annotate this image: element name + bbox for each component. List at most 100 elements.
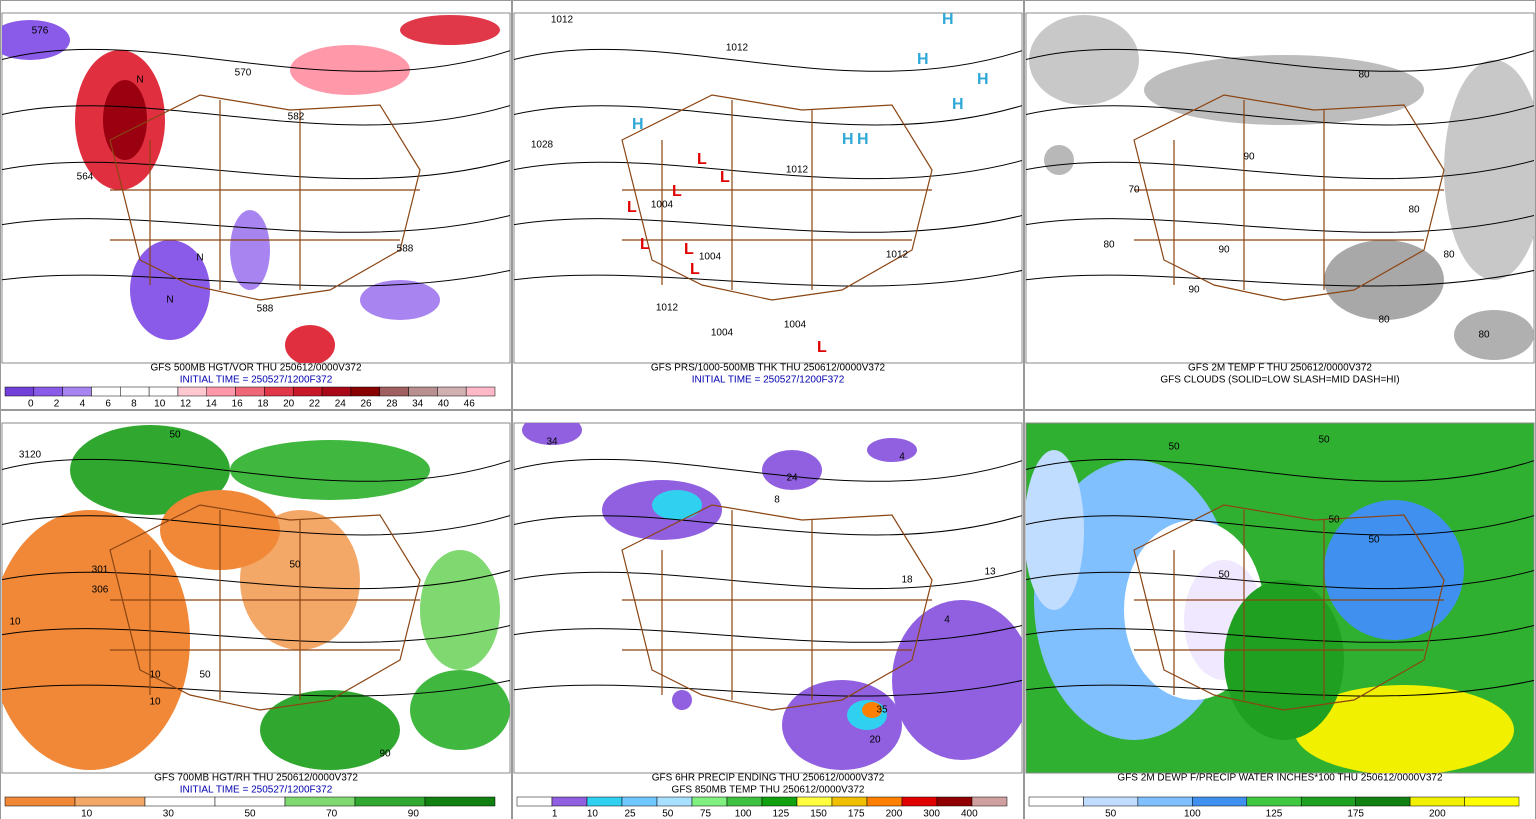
contour: [2, 214, 510, 233]
contour: [1026, 515, 1534, 536]
colorbar-label: 24: [335, 399, 347, 410]
colorbar-swatch: [264, 386, 294, 397]
map-label: 4: [944, 615, 950, 626]
colorbar-label: 8: [131, 399, 137, 410]
contour: [1026, 569, 1534, 590]
map-label: 80: [1378, 315, 1390, 326]
shaded-area: [400, 15, 500, 45]
map-label: 8: [774, 495, 780, 506]
map-label: 582: [288, 112, 305, 123]
colorbar-label: 2: [54, 399, 60, 410]
panel-frame: [512, 0, 1024, 410]
shaded-area: [782, 680, 902, 770]
low-center: L: [690, 261, 700, 278]
shaded-area: [285, 325, 335, 363]
contour: [514, 569, 1022, 590]
map-label: 50: [1318, 435, 1330, 446]
colorbar-swatch: [437, 386, 467, 397]
map: 34 4 8 24 18 13 4 35 20: [514, 423, 1022, 770]
shaded-area: [230, 210, 270, 290]
colorbar-label: 50: [662, 809, 674, 819]
colorbar-swatch: [4, 386, 35, 397]
shaded-area: [230, 440, 430, 500]
shaded-area: [70, 425, 230, 515]
colorbar-label: 14: [206, 399, 218, 410]
shaded-area: [1044, 145, 1074, 175]
panel-title: GFS PRS/1000-500MB THK THU 250612/0000V3…: [651, 363, 886, 374]
colorbar-swatch: [1355, 796, 1411, 807]
colorbar-label: 10: [587, 809, 599, 819]
colorbar-swatch: [516, 796, 553, 807]
map-label: 588: [397, 244, 414, 255]
map-label: 90: [1243, 152, 1255, 163]
colorbar-label: 10: [81, 809, 93, 819]
colorbar-swatch: [1300, 796, 1356, 807]
colorbar-swatch: [321, 386, 352, 397]
colorbar-swatch: [408, 386, 438, 397]
map-label: 10: [9, 617, 21, 628]
colorbar-label: 20: [283, 399, 295, 410]
contour: [1026, 679, 1534, 697]
map-label: 90: [379, 749, 391, 760]
colorbar-swatch: [292, 386, 323, 397]
colorbar-swatch: [206, 386, 236, 397]
colorbar-swatch: [621, 796, 658, 807]
map: 80 70 80 90 90 80 80 80 90 80: [1026, 15, 1534, 360]
colorbar-swatch: [656, 796, 693, 807]
map-label: 24: [786, 473, 798, 484]
low-center: L: [627, 199, 637, 216]
colorbar-swatch: [235, 386, 265, 397]
colorbar-swatch: [120, 386, 150, 397]
panel: 80 70 80 90 90 80 80 80 90 80 GFS 2M TEMP F THU 25…: [1024, 0, 1536, 410]
contour: [2, 458, 510, 482]
colorbar-label: 50: [1105, 809, 1117, 819]
shaded-area: [260, 690, 400, 770]
colorbar-swatch: [1192, 796, 1248, 807]
map-label: 576: [32, 26, 49, 37]
shaded-area: [2, 510, 190, 770]
shaded-area: [762, 450, 822, 490]
contour: [514, 159, 1022, 180]
shaded-area: [2, 20, 70, 60]
low-center: L: [640, 236, 650, 253]
country-border: [1133, 94, 1445, 301]
map-label: 1004: [699, 252, 722, 263]
panel: 50 50 50 50 50 GFS 2M DEWP F/PRECIP WATER INC…: [1024, 410, 1536, 819]
colorbar-swatch: [33, 386, 63, 397]
contour: [514, 105, 1022, 126]
colorbar-swatch: [4, 796, 76, 807]
colorbar-swatch: [214, 796, 286, 807]
contour: [1026, 214, 1534, 233]
map-label: 301: [92, 565, 109, 576]
panel-title: GFS 2M DEWP F/PRECIP WATER INCHES*100 TH…: [1117, 773, 1443, 784]
panel-subtitle: INITIAL TIME = 250527/1200F372: [180, 375, 333, 386]
contour: [2, 569, 510, 590]
contour: [514, 214, 1022, 233]
contour: [514, 48, 1022, 72]
panel-frame: [512, 410, 1024, 819]
shaded-area: [420, 550, 500, 670]
map-label: 80: [1443, 250, 1455, 261]
contour: [2, 515, 510, 536]
map-label: 80: [1358, 70, 1370, 81]
contour: [514, 458, 1022, 482]
colorbar-swatch: [936, 796, 973, 807]
colorbar-label: 175: [848, 809, 865, 819]
shaded-area: [1224, 580, 1344, 740]
map-label: 10: [149, 697, 161, 708]
map-label: 90: [1188, 285, 1200, 296]
colorbar-label: 6: [105, 399, 111, 410]
colorbar-label: 40: [438, 399, 450, 410]
map-label: 20: [869, 735, 881, 746]
contour: [514, 269, 1022, 287]
colorbar-label: 100: [1184, 809, 1201, 819]
country-border: [109, 504, 421, 711]
map-label: 1028: [531, 140, 554, 151]
colorbar-label: 50: [244, 809, 256, 819]
colorbar-label: 70: [326, 809, 338, 819]
colorbar-label: 100: [735, 809, 752, 819]
map-label: 50: [1368, 535, 1380, 546]
colorbar-swatch: [901, 796, 938, 807]
map-label: N: [136, 75, 143, 86]
